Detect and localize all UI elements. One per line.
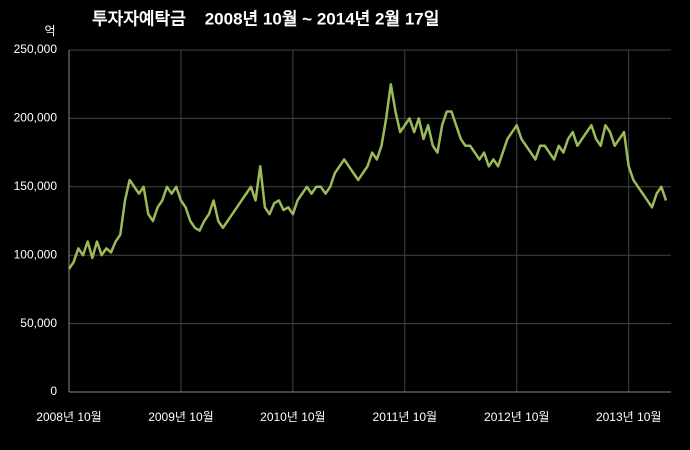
y-unit: 억 xyxy=(44,24,55,38)
x-tick-label: 2009년 10월 xyxy=(148,410,213,424)
x-tick-label: 2011년 10월 xyxy=(373,410,438,424)
x-tick-label: 2012년 10월 xyxy=(484,410,549,424)
x-tick-label: 2010년 10월 xyxy=(260,410,325,424)
y-tick-label: 200,000 xyxy=(14,111,58,125)
y-tick-label: 250,000 xyxy=(14,42,58,56)
y-tick-label: 50,000 xyxy=(20,316,57,330)
y-tick-label: 0 xyxy=(50,384,57,398)
x-tick-label: 2008년 10월 xyxy=(36,410,101,424)
x-tick-label: 2013년 10월 xyxy=(596,410,661,424)
data-line xyxy=(67,82,668,270)
y-tick-label: 150,000 xyxy=(14,179,58,193)
y-tick-label: 100,000 xyxy=(14,247,58,261)
chart-title: 투자자예탁금 2008년 10월 ~ 2014년 2월 17일 xyxy=(92,9,439,28)
